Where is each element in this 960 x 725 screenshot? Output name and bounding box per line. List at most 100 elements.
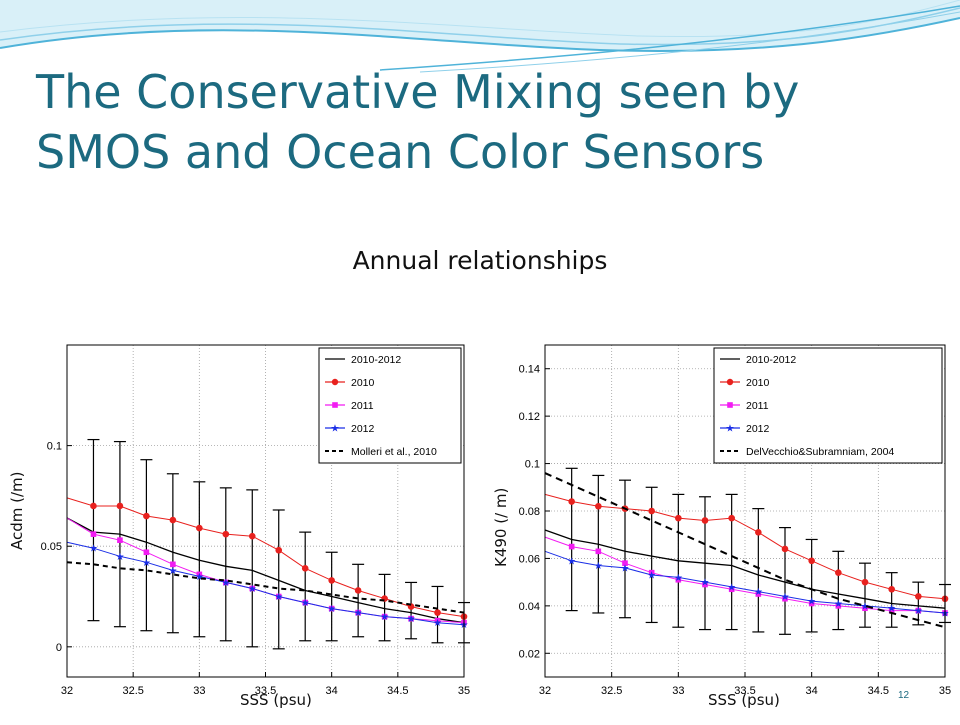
data-point: ★: [647, 571, 656, 582]
wave-line: [419, 11, 960, 73]
x-tick-label: 34.5: [868, 685, 889, 697]
x-tick-label: 35: [458, 685, 470, 697]
data-point: [861, 578, 869, 586]
data-point: ★: [781, 592, 790, 603]
series-line: [66, 517, 465, 624]
y-tick-label: 0.1: [525, 459, 540, 471]
data-point: [328, 577, 335, 584]
legend-label: DelVecchio&Subramniam, 2004: [746, 446, 894, 458]
title-line-1: The Conservative Mixing seen by: [36, 65, 800, 119]
data-point: ★: [754, 587, 763, 598]
legend-label: 2012: [746, 423, 770, 435]
y-tick-label: 0.05: [41, 541, 62, 553]
data-point: ★: [195, 572, 204, 583]
wave-line: [0, 0, 960, 38]
x-tick-label: 32: [61, 685, 73, 697]
y-tick-label: 0.02: [519, 648, 540, 660]
acdm-chart: 32 32.5 33 33.5 34 34.5 35 0 0.05 0.1 ★ ★ ★ ★ ★ ★ ★ ★ ★ ★ ★ ★…: [0, 335, 480, 720]
y-axis-label: Acdm (/m): [8, 471, 26, 550]
data-point: [755, 591, 762, 597]
legend-label: 2010-2012: [746, 354, 796, 366]
data-point: ★: [433, 618, 442, 629]
x-axis-label: SSS (psu): [240, 691, 312, 709]
data-point: [648, 569, 655, 576]
y-axis-label: K490 (/ m): [492, 487, 510, 567]
x-tick-label: 32: [539, 685, 551, 697]
y-tick-label: 0.06: [519, 553, 540, 565]
data-point: [755, 529, 762, 536]
x-tick-label: 34: [326, 685, 338, 697]
data-point: ★: [407, 614, 416, 625]
data-point: ★: [115, 552, 124, 563]
legend-marker: [332, 402, 338, 408]
data-point: ★: [327, 604, 336, 615]
data-point: ★: [142, 558, 151, 569]
data-point: [90, 502, 97, 510]
data-point: [169, 516, 177, 524]
series-line: [544, 493, 946, 600]
data-point: [728, 514, 735, 522]
data-point: [675, 576, 682, 583]
data-point: [675, 514, 682, 522]
data-point: ★: [380, 612, 389, 623]
slide-title: The Conservative Mixing seen by SMOS and…: [36, 62, 916, 182]
data-point: [275, 546, 283, 554]
data-point: [781, 545, 789, 553]
data-point: [568, 498, 575, 505]
data-point: [434, 609, 441, 616]
data-point: ★: [89, 544, 98, 555]
k490-chart: 32 32.5 33 33.5 34 34.5 35 0.02 0.04 0.06 0.08 0.1 0…: [480, 335, 960, 720]
x-tick-label: 33.5: [734, 685, 755, 697]
data-point: ★: [301, 598, 310, 609]
x-tick-label: 32.5: [122, 685, 143, 697]
title-line-2: SMOS and Ocean Color Sensors: [36, 125, 765, 179]
x-tick-label: 34: [806, 685, 818, 697]
data-point: [782, 595, 788, 602]
data-point: [648, 507, 655, 515]
data-point: ★: [248, 584, 257, 595]
slide-subtitle: Annual relationships: [352, 246, 608, 275]
legend-label: 2010: [351, 377, 375, 389]
series-line: [544, 529, 946, 609]
data-point: [196, 524, 203, 532]
data-point: ★: [701, 578, 710, 589]
legend-marker: [726, 378, 734, 386]
page-number: 12: [898, 690, 910, 701]
data-point: [702, 581, 708, 588]
wave-line: [0, 7, 960, 46]
data-point: [248, 532, 256, 540]
y-tick-label: 0.1: [47, 441, 62, 453]
data-point: [862, 605, 868, 612]
data-point: ★: [807, 597, 816, 608]
data-point: [143, 549, 150, 556]
wave-line: [379, 5, 960, 71]
data-point: ★: [727, 582, 736, 593]
series-line: [544, 472, 946, 629]
header-wave-decoration: [0, 0, 960, 73]
x-tick-label: 33: [193, 685, 205, 697]
data-point: [196, 571, 203, 578]
data-point: [835, 603, 842, 609]
data-point: [301, 565, 309, 572]
wave-fill: [0, 0, 960, 51]
data-point: ★: [594, 561, 603, 572]
series-line: [544, 550, 946, 614]
x-tick-label: 33.5: [255, 685, 276, 697]
data-point: ★: [914, 606, 923, 617]
data-point: ★: [861, 601, 870, 612]
data-point: [354, 587, 362, 594]
legend-marker: [727, 402, 733, 408]
x-axis-label: SSS (psu): [708, 691, 780, 709]
data-point: ★: [274, 592, 283, 603]
data-point: [888, 585, 895, 593]
data-point: [622, 560, 628, 566]
data-point: [170, 561, 176, 568]
wave-line: [0, 17, 960, 52]
data-point: ★: [887, 604, 896, 615]
x-tick-label: 33: [672, 685, 684, 697]
data-point: ★: [621, 563, 630, 574]
data-point: ★: [834, 599, 843, 610]
data-point: [434, 617, 441, 624]
legend-label: 2010-2012: [351, 354, 401, 366]
series-line: [66, 541, 465, 626]
